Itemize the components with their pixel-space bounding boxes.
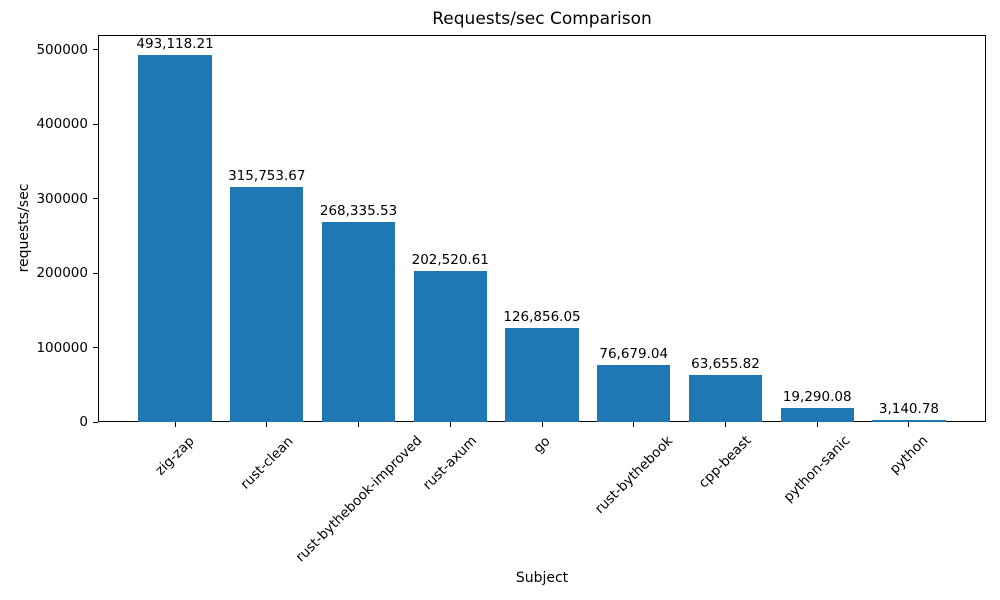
x-tick-mark bbox=[174, 422, 176, 427]
x-tick-label-zig-zap: zig-zap bbox=[152, 432, 198, 479]
y-tick-mark bbox=[93, 347, 98, 349]
bar-zig-zap bbox=[138, 55, 212, 422]
x-tick-mark bbox=[724, 422, 726, 427]
y-tick-mark bbox=[93, 272, 98, 274]
y-tick-mark bbox=[93, 198, 98, 200]
x-tick-mark bbox=[816, 422, 818, 427]
bar-value-label: 3,140.78 bbox=[878, 400, 939, 417]
x-tick-label-rust-bythebook: rust-bythebook bbox=[591, 433, 676, 518]
bar-cpp-beast bbox=[688, 374, 763, 422]
bar-rust-axum bbox=[413, 271, 487, 422]
x-tick-label-python: python bbox=[886, 432, 932, 478]
x-tick-label-rust-bythebook-improved: rust-bythebook-improved bbox=[292, 433, 425, 566]
bar-value-label: 315,753.67 bbox=[228, 168, 306, 185]
x-tick-label-go: go bbox=[530, 433, 554, 457]
y-tick-label-100000: 100000 bbox=[36, 339, 88, 356]
bar-rust-bythebook-improved bbox=[321, 222, 396, 422]
x-axis-label: Subject bbox=[515, 570, 569, 586]
y-tick-mark bbox=[93, 123, 98, 125]
y-tick-label-500000: 500000 bbox=[36, 41, 88, 58]
y-tick-mark bbox=[93, 421, 98, 423]
bar-value-label: 76,679.04 bbox=[599, 345, 669, 362]
bar-value-label: 493,118.21 bbox=[136, 36, 214, 53]
x-tick-mark bbox=[541, 422, 543, 427]
x-tick-mark bbox=[266, 422, 268, 427]
bar-python-sanic bbox=[780, 407, 854, 422]
bar-value-label: 268,335.53 bbox=[319, 203, 398, 220]
y-tick-label-200000: 200000 bbox=[36, 265, 88, 282]
bar-rust-clean bbox=[230, 187, 304, 422]
bar-rust-bythebook bbox=[597, 364, 671, 422]
x-tick-mark bbox=[633, 422, 635, 427]
bar-value-label: 19,290.08 bbox=[782, 388, 852, 405]
bar-python bbox=[872, 419, 946, 422]
x-tick-label-python-sanic: python-sanic bbox=[780, 432, 854, 506]
y-tick-label-0: 0 bbox=[79, 414, 88, 430]
y-tick-label-400000: 400000 bbox=[36, 116, 88, 133]
bar-go bbox=[505, 327, 579, 422]
bar-value-label: 126,856.05 bbox=[503, 308, 581, 325]
y-tick-mark bbox=[93, 49, 98, 51]
x-tick-label-cpp-beast: cpp-beast bbox=[696, 433, 755, 492]
x-tick-mark bbox=[358, 422, 360, 427]
x-tick-label-rust-axum: rust-axum bbox=[420, 432, 481, 494]
x-tick-mark bbox=[908, 422, 910, 427]
bar-value-label: 63,655.82 bbox=[691, 355, 760, 372]
x-tick-label-rust-clean: rust-clean bbox=[237, 433, 297, 493]
y-tick-label-300000: 300000 bbox=[36, 190, 88, 207]
x-tick-mark bbox=[449, 422, 451, 427]
bar-value-label: 202,520.61 bbox=[411, 252, 489, 269]
chart-title: Requests/sec Comparison bbox=[432, 9, 652, 29]
